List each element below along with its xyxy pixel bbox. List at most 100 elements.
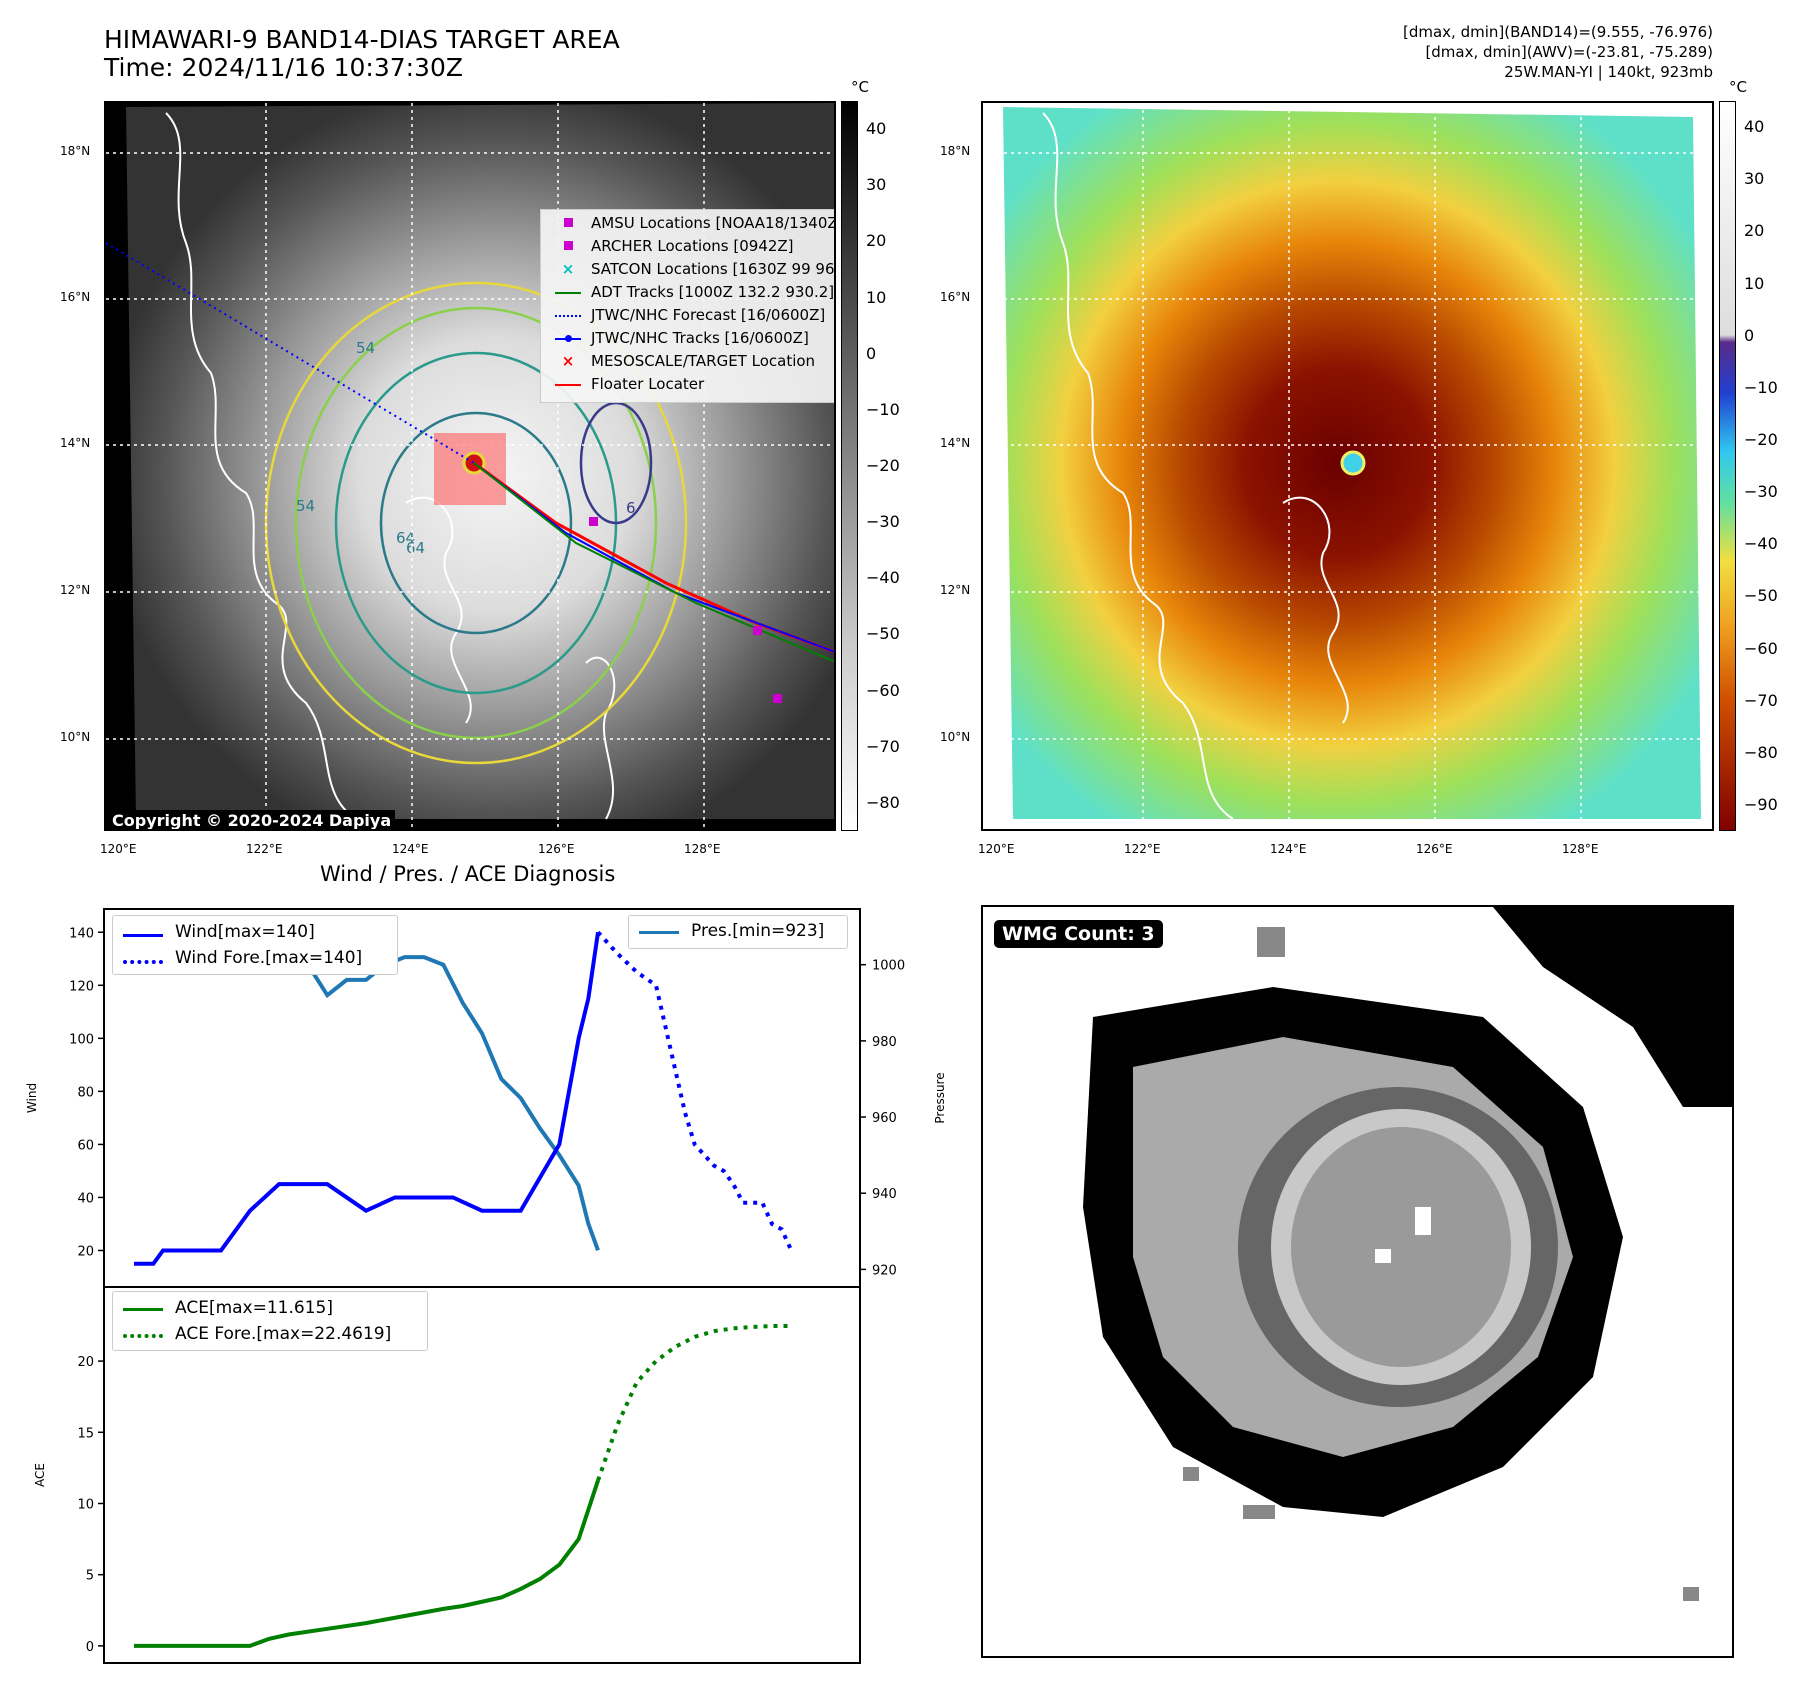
coastline (1282, 496, 1349, 724)
colorbar-tick-label: −50 (866, 624, 900, 644)
ace-axis-label: ACE (33, 1463, 47, 1487)
lon-label: 126°E (1416, 842, 1453, 856)
wind-axis-label: Wind (25, 1083, 39, 1113)
lon-label: 122°E (1124, 842, 1161, 856)
colorbar-tick-label: 10 (1744, 273, 1765, 293)
colorbar-tick-label: −20 (1744, 429, 1778, 449)
ace-y-tick-label: 0 (86, 1640, 94, 1655)
pressure-y-tick-label: 1000 (872, 959, 905, 974)
colorbar-tick-label: −10 (1744, 377, 1778, 397)
colorbar-tick-label: −30 (866, 512, 900, 532)
colorbar-tick-label: 40 (866, 119, 887, 139)
colorbar-tick-label: −90 (1744, 794, 1778, 814)
colorbar-tick-label: −40 (866, 568, 900, 588)
contour-green (294, 306, 658, 740)
colorbar-tick-label: 0 (866, 343, 877, 363)
title-line2: Time: 2024/11/16 10:37:30Z (104, 53, 463, 82)
lon-label: 120°E (978, 842, 1015, 856)
ace-plot-frame (103, 1286, 861, 1664)
color-enhanced-map (981, 101, 1714, 831)
colorbar-tick-label: −40 (1744, 534, 1778, 554)
ace-fore-legend-label: ACE Fore.[max=22.4619] (175, 1324, 392, 1344)
lat-label: 10°N (60, 730, 91, 744)
legend-entry: Floater Locater (541, 373, 834, 395)
pressure-axis-label: Pressure (933, 1072, 947, 1123)
pressure-legend: Pres.[min=923] (628, 915, 848, 949)
lon-label: 124°E (392, 842, 429, 856)
colorbar-tick-label: 20 (866, 231, 887, 251)
wind-y-tick-label: 60 (77, 1138, 94, 1153)
x-marker-icon: × (561, 260, 575, 278)
wind-forecast-line (596, 930, 794, 1252)
legend-entry: ADT Tracks [1000Z 132.2 930.2] (541, 281, 834, 303)
colorbar-unit: °C (851, 78, 869, 96)
wind-line (134, 931, 600, 1266)
map-legend: AMSU Locations [NOAA18/1340Z 102 960] AR… (540, 209, 834, 403)
grayscale-colorbar (841, 101, 858, 831)
x-marker-icon: × (561, 352, 575, 370)
colorbar-tick-label: 0 (1744, 325, 1755, 345)
storm-eye (1340, 450, 1366, 476)
colorbar-tick-label: −80 (866, 792, 900, 812)
pressure-y-tick-label: 920 (872, 1263, 897, 1278)
contour-label: 64 (396, 529, 415, 547)
colorbar-tick-label: −60 (1744, 638, 1778, 658)
legend-entry: × MESOSCALE/TARGET Location (541, 350, 834, 372)
lat-label: 12°N (940, 583, 971, 597)
contour-label: 54 (296, 497, 315, 515)
colorbar-unit: °C (1729, 78, 1747, 96)
lon-label: 128°E (1562, 842, 1599, 856)
wmg-eye-region (1291, 1127, 1511, 1367)
lat-label: 14°N (60, 436, 91, 450)
lon-label: 126°E (538, 842, 575, 856)
ace-line (134, 1479, 600, 1648)
colorbar-tick-label: −20 (866, 456, 900, 475)
wind-legend: Wind[max=140] Wind Fore.[max=140] (112, 915, 398, 975)
solid-line-icon (639, 931, 679, 934)
map-gridlines (983, 103, 1712, 829)
legend-entry: × SATCON Locations [1630Z 99 968] (541, 258, 834, 280)
lat-label: 10°N (940, 730, 971, 744)
solid-line-icon (123, 1308, 163, 1311)
wind-y-tick-label: 120 (69, 979, 94, 994)
stats-block: [dmax, dmin](BAND14)=(9.555, -76.976) [d… (1403, 22, 1713, 82)
ace-legend: ACE[max=11.615] ACE Fore.[max=22.4619] (112, 1291, 428, 1351)
lon-label: 124°E (1270, 842, 1307, 856)
dotted-line-icon (555, 307, 581, 323)
color-enhanced-colorbar (1719, 101, 1736, 831)
contour-purple (579, 401, 653, 525)
archer-marker (773, 694, 782, 703)
wmg-pixel (1183, 1467, 1199, 1481)
pressure-y-tick-label: 940 (872, 1187, 897, 1202)
contour-label: 64 (406, 539, 425, 557)
legend-entry: ARCHER Locations [0942Z] (541, 235, 834, 257)
wmg-pixel (1257, 927, 1285, 957)
figure-title: HIMAWARI-9 BAND14-DIAS TARGET AREA Time:… (104, 26, 620, 82)
lon-label: 120°E (100, 842, 137, 856)
title-line1: HIMAWARI-9 BAND14-DIAS TARGET AREA (104, 25, 620, 54)
amsu-marker (589, 517, 598, 526)
ace-y-tick-label: 15 (77, 1426, 94, 1441)
legend-entry: AMSU Locations [NOAA18/1340Z 102 960] (541, 212, 834, 234)
stats-line3: 25W.MAN-YI | 140kt, 923mb (1504, 63, 1713, 81)
ace-y-tick-label: 5 (86, 1569, 94, 1584)
stats-line2: [dmax, dmin](AWV)=(-23.81, -75.289) (1425, 43, 1713, 61)
colorbar-tick-label: −10 (866, 399, 900, 419)
colorbar-tick-label: −30 (1744, 482, 1778, 502)
ace-y-tick-label: 10 (77, 1497, 94, 1512)
pressure-line (134, 924, 600, 1252)
archer-marker (753, 626, 762, 635)
ace-y-tick-label: 20 (77, 1355, 94, 1370)
dotted-line-icon (123, 1334, 163, 1338)
colorbar-tick-label: −60 (866, 680, 900, 700)
wind-legend-label: Wind[max=140] (175, 922, 315, 942)
wind-y-tick-label: 100 (69, 1032, 94, 1047)
line-dot-marker-icon (555, 330, 581, 346)
pressure-legend-label: Pres.[min=923] (691, 921, 825, 941)
wmg-count-badge: WMG Count: 3 (994, 920, 1163, 948)
wmg-eye-pixel (1415, 1207, 1431, 1235)
wind-y-tick-label: 20 (77, 1244, 94, 1259)
lat-label: 18°N (940, 144, 971, 158)
colorbar-tick-label: 20 (1744, 221, 1765, 241)
grayscale-ir-map: 54 64 6 54 64 AMSU Locations [NOAA18/134… (104, 101, 836, 831)
